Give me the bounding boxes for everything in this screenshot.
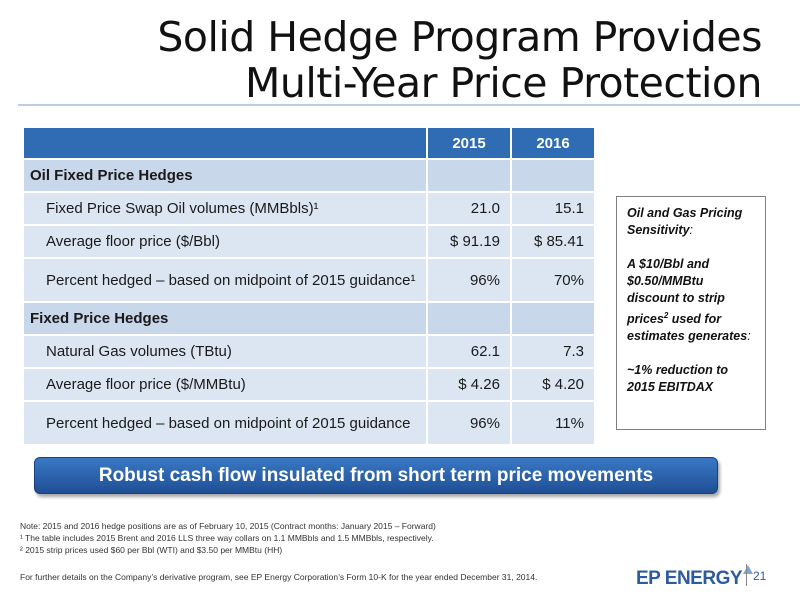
table-row: Average floor price ($/MMBtu) $ 4.26 $ 4…: [24, 369, 596, 402]
value-2016: $ 85.41: [512, 226, 596, 259]
table-row: Percent hedged – based on midpoint of 20…: [24, 402, 596, 446]
footnote-2: ² 2015 strip prices used $60 per Bbl (WT…: [20, 545, 283, 555]
table-row: Fixed Price Swap Oil volumes (MMBbls)¹ 2…: [24, 193, 596, 226]
value-2016: 15.1: [512, 193, 596, 226]
logo-triangle-icon: [743, 565, 754, 574]
table-row: Natural Gas volumes (TBtu) 62.1 7.3: [24, 336, 596, 369]
row-label: Percent hedged – based on midpoint of 20…: [24, 402, 428, 446]
table-row: Percent hedged – based on midpoint of 20…: [24, 259, 596, 303]
value-2015: 62.1: [428, 336, 512, 369]
value-2015: [428, 303, 512, 336]
value-2016: [512, 160, 596, 193]
row-label: Average floor price ($/Bbl): [24, 226, 428, 259]
row-label: Fixed Price Swap Oil volumes (MMBbls)¹: [24, 193, 428, 226]
value-2015: 21.0: [428, 193, 512, 226]
value-2016: $ 4.20: [512, 369, 596, 402]
row-label: Oil Fixed Price Hedges: [24, 160, 428, 193]
logo-text: EP ENERGY: [636, 568, 743, 589]
footnote-note: Note: 2015 and 2016 hedge positions are …: [20, 521, 436, 531]
value-2015: $ 4.26: [428, 369, 512, 402]
value-2016: 7.3: [512, 336, 596, 369]
ep-energy-logo: EP ENERGY: [636, 565, 754, 590]
value-2015: $ 91.19: [428, 226, 512, 259]
value-2016: 70%: [512, 259, 596, 303]
row-label: Natural Gas volumes (TBtu): [24, 336, 428, 369]
hedge-table: 2015 2016 Oil Fixed Price Hedges Fixed P…: [24, 128, 596, 446]
row-label: Fixed Price Hedges: [24, 303, 428, 336]
table-row: Fixed Price Hedges: [24, 303, 596, 336]
title-line-2: Multi-Year Price Protection: [245, 59, 762, 107]
value-2016: 11%: [512, 402, 596, 446]
value-2015: 96%: [428, 402, 512, 446]
value-2015: [428, 160, 512, 193]
sensitivity-body: A $10/Bbl and $0.50/MMBtu discount to st…: [627, 257, 751, 344]
logo-separator: [746, 564, 747, 586]
pricing-sensitivity-box: Oil and Gas Pricing Sensitivity: A $10/B…: [616, 196, 766, 430]
row-label: Percent hedged – based on midpoint of 20…: [24, 259, 428, 303]
cash-flow-banner: Robust cash flow insulated from short te…: [34, 457, 718, 494]
page-number: 21: [753, 569, 767, 583]
header-blank-cell: [24, 128, 428, 160]
table-row: Average floor price ($/Bbl) $ 91.19 $ 85…: [24, 226, 596, 259]
table-header-row: 2015 2016: [24, 128, 596, 160]
title-line-1: Solid Hedge Program Provides: [157, 13, 762, 61]
table-row: Oil Fixed Price Hedges: [24, 160, 596, 193]
derivative-program-note: For further details on the Company’s der…: [20, 572, 538, 582]
title-divider: [18, 104, 800, 106]
sensitivity-heading: Oil and Gas Pricing Sensitivity:: [627, 206, 743, 237]
header-2016: 2016: [512, 128, 596, 160]
footnote-1: ¹ The table includes 2015 Brent and 2016…: [20, 533, 434, 543]
row-label: Average floor price ($/MMBtu): [24, 369, 428, 402]
value-2016: [512, 303, 596, 336]
value-2015: 96%: [428, 259, 512, 303]
header-2015: 2015: [428, 128, 512, 160]
sensitivity-result: ~1% reduction to 2015 EBITDAX: [627, 363, 729, 395]
slide-title: Solid Hedge Program Provides Multi-Year …: [42, 14, 762, 106]
footnotes: Note: 2015 and 2016 hedge positions are …: [20, 520, 436, 556]
